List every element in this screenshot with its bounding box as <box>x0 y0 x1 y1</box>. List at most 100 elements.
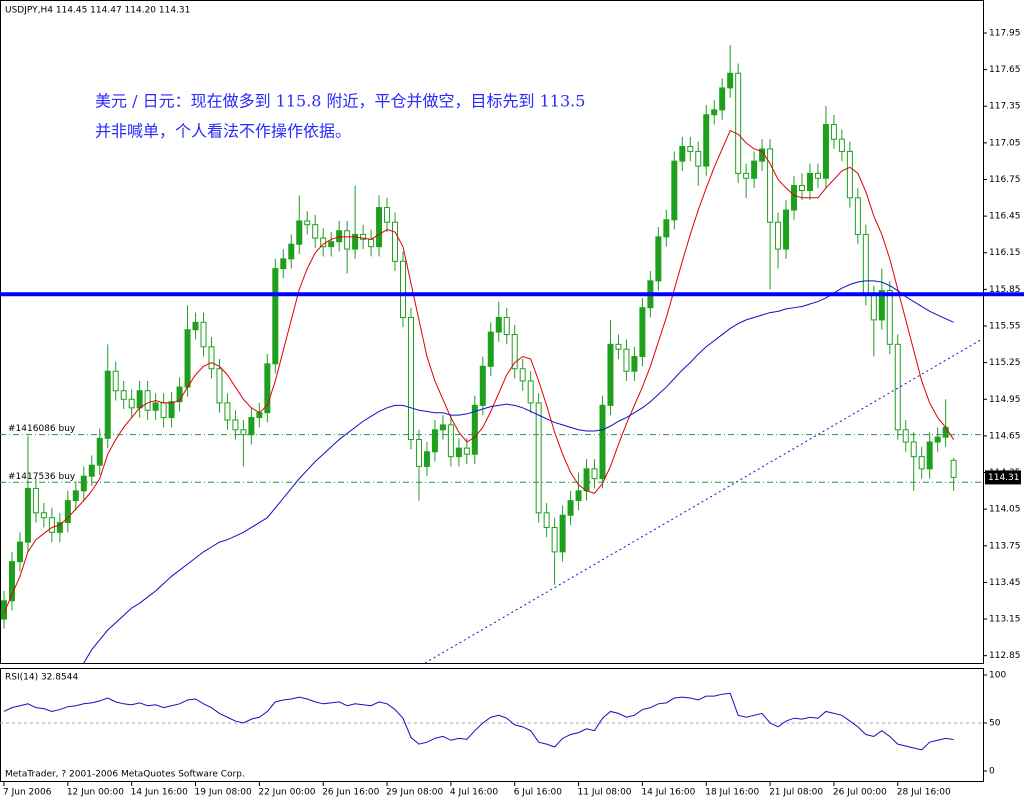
candle-body <box>814 172 821 179</box>
candle-body <box>799 185 805 191</box>
y-tick-label: 113.15 <box>989 615 1021 625</box>
candle-body <box>743 172 750 179</box>
candle-body <box>471 404 478 455</box>
candle-body <box>862 233 869 296</box>
candle-body <box>942 426 949 438</box>
candle-body <box>934 436 941 443</box>
candle-body <box>503 316 510 336</box>
candle-body <box>423 451 430 467</box>
candle-body <box>511 334 518 370</box>
candle-body <box>80 475 87 492</box>
x-tick-label: 26 Jul 00:00 <box>833 788 887 798</box>
candle-body <box>591 468 598 480</box>
x-tick-label: 19 Jun 08:00 <box>195 788 252 798</box>
x-tick-label: 14 Jun 16:00 <box>131 788 188 798</box>
candle-body <box>304 220 311 226</box>
x-tick-label: 7 Jun 2006 <box>3 788 52 798</box>
y-tick-label: 114.95 <box>989 395 1021 405</box>
candle-body <box>48 517 55 533</box>
order-label: #1416086 buy <box>8 424 76 434</box>
candle-body <box>96 437 103 466</box>
candle-body <box>719 87 726 111</box>
trendline <box>424 339 982 664</box>
rsi-panel <box>0 668 984 782</box>
candle-body <box>24 487 31 543</box>
candle-body <box>360 233 367 240</box>
candle-body <box>870 294 877 321</box>
candle-body <box>926 441 933 470</box>
y-tick-label: 116.45 <box>989 212 1021 222</box>
y-tick-label: 117.65 <box>989 65 1021 75</box>
footer: MetaTrader, ? 2001-2006 MetaQuotes Softw… <box>5 770 245 780</box>
candle-body <box>407 316 414 441</box>
x-tick-label: 18 Jul 16:00 <box>705 788 759 798</box>
rsi-line <box>3 692 954 751</box>
y-tick-label: 116.75 <box>989 175 1021 185</box>
current-price: 114.31 <box>988 473 1020 483</box>
candle-body <box>392 221 399 262</box>
candle-body <box>200 321 207 348</box>
x-tick-label: 28 Jul 16:00 <box>897 788 951 798</box>
candle-body <box>543 512 550 528</box>
candle-body <box>567 500 574 516</box>
candle-body <box>168 401 175 419</box>
candle-body <box>519 368 526 382</box>
candle-body <box>216 368 223 404</box>
candle-body <box>312 224 319 239</box>
candle-body <box>224 402 231 421</box>
y-tick-label: 114.05 <box>989 505 1021 515</box>
candle-body <box>144 390 151 411</box>
candle-body <box>583 468 590 492</box>
y-tick-label: 100 <box>989 671 1006 681</box>
candle-body <box>64 500 71 524</box>
rsi-title: RSI(14) 32.8544 <box>5 673 78 683</box>
candle-body <box>376 207 383 248</box>
candle-body <box>703 114 710 167</box>
x-tick-label: 26 Jun 16:00 <box>322 788 379 798</box>
candle-body <box>783 209 790 250</box>
candle-body <box>176 386 183 403</box>
candle-body <box>886 290 893 345</box>
annotation: 并非喊单，个人看法不作操作依据。 <box>95 122 351 141</box>
candle-body <box>32 487 39 514</box>
candle-body <box>136 390 143 409</box>
candle-body <box>751 160 758 179</box>
candle-body <box>878 290 885 321</box>
candle-body <box>288 243 295 260</box>
candle-body <box>671 160 678 221</box>
candle-body <box>256 412 263 419</box>
y-tick-label: 113.45 <box>989 578 1021 588</box>
candle-body <box>655 236 662 282</box>
x-tick-label: 6 Jul 16:00 <box>514 788 563 798</box>
y-tick-label: 50 <box>989 719 1001 729</box>
candle-body <box>368 238 375 248</box>
candle-body <box>479 365 486 406</box>
moving-average <box>83 280 954 664</box>
candle-body <box>400 260 406 318</box>
candle-body <box>639 307 646 358</box>
y-tick-label: 115.85 <box>989 285 1021 295</box>
candle-body <box>120 390 127 400</box>
candle-body <box>822 124 829 179</box>
candle-body <box>272 268 279 365</box>
candle-body <box>160 402 167 419</box>
candle-body <box>439 424 446 431</box>
candle-body <box>495 316 502 333</box>
candle-body <box>535 402 542 514</box>
candle-body <box>791 185 798 211</box>
candle-body <box>830 124 837 140</box>
candle-body <box>1 600 7 620</box>
candle-body <box>240 429 247 436</box>
candle-body <box>623 348 630 372</box>
candle-body <box>551 526 558 553</box>
chart-title: USDJPY,H4 114.45 114.47 114.20 114.31 <box>5 6 190 16</box>
candle-body <box>56 522 63 533</box>
x-tick-label: 21 Jul 08:00 <box>769 788 823 798</box>
moving-average <box>3 129 955 614</box>
candle-body <box>336 230 343 243</box>
candle-body <box>838 138 845 152</box>
candle-body <box>599 404 606 480</box>
y-tick-label: 117.05 <box>989 138 1021 148</box>
candle-body <box>328 241 335 248</box>
